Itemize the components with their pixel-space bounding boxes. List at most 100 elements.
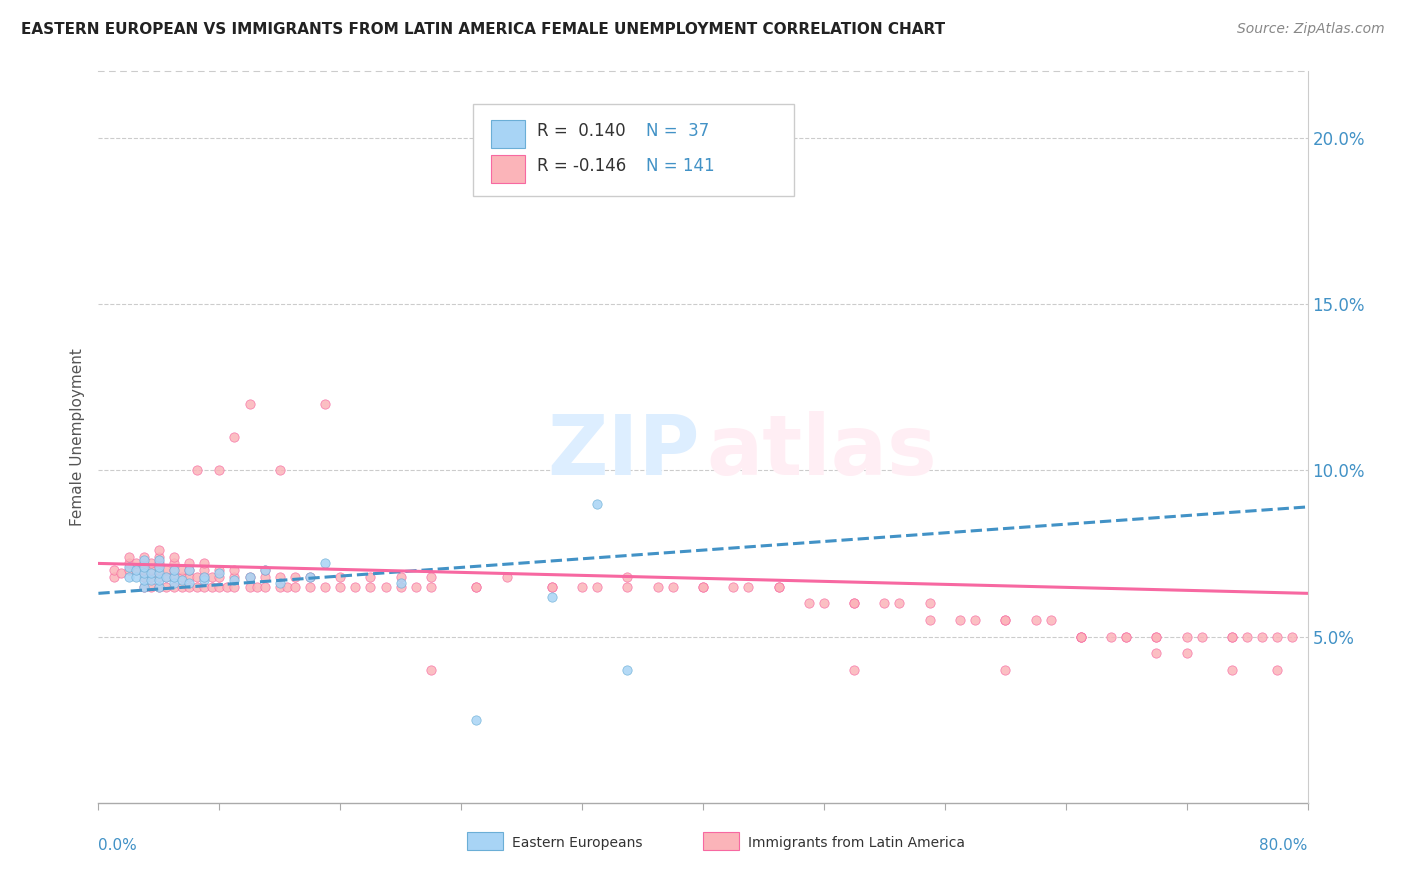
Point	[208, 563, 231, 577]
Point	[540, 580, 562, 594]
Point	[253, 570, 276, 584]
Point	[148, 563, 170, 577]
Point	[141, 573, 163, 587]
Text: R =  0.140: R = 0.140	[537, 122, 626, 140]
Point	[269, 570, 291, 584]
Point	[1070, 630, 1092, 644]
Point	[1144, 630, 1167, 644]
Point	[179, 563, 201, 577]
Point	[155, 563, 177, 577]
Point	[269, 580, 291, 594]
Point	[647, 580, 669, 594]
Point	[465, 580, 488, 594]
Point	[141, 563, 163, 577]
Point	[692, 580, 714, 594]
Point	[163, 563, 186, 577]
Point	[155, 580, 177, 594]
Point	[239, 580, 262, 594]
Point	[844, 663, 866, 677]
Point	[170, 570, 193, 584]
Point	[201, 580, 224, 594]
Point	[1220, 630, 1243, 644]
Point	[314, 580, 336, 594]
Point	[844, 596, 866, 610]
Point	[132, 563, 155, 577]
Text: N = 141: N = 141	[647, 157, 714, 175]
Point	[132, 553, 155, 567]
Point	[1070, 630, 1092, 644]
Point	[994, 663, 1017, 677]
Point	[889, 596, 911, 610]
Point	[253, 563, 276, 577]
Point	[1024, 613, 1046, 627]
Point	[1251, 630, 1274, 644]
Text: EASTERN EUROPEAN VS IMMIGRANTS FROM LATIN AMERICA FEMALE UNEMPLOYMENT CORRELATIO: EASTERN EUROPEAN VS IMMIGRANTS FROM LATI…	[21, 22, 945, 37]
Point	[329, 570, 352, 584]
Point	[994, 613, 1017, 627]
Point	[540, 590, 562, 604]
Point	[201, 570, 224, 584]
Point	[1039, 613, 1062, 627]
Point	[1115, 630, 1137, 644]
Point	[420, 580, 443, 594]
Point	[148, 570, 170, 584]
Y-axis label: Female Unemployment: Female Unemployment	[69, 348, 84, 526]
Point	[224, 563, 246, 577]
Point	[1267, 630, 1289, 644]
Point	[1099, 630, 1122, 644]
Point	[132, 566, 155, 581]
Point	[125, 557, 148, 571]
Point	[465, 580, 488, 594]
Point	[389, 570, 412, 584]
Point	[1220, 663, 1243, 677]
Point	[132, 580, 155, 594]
Point	[420, 570, 443, 584]
Point	[616, 570, 638, 584]
Point	[918, 613, 941, 627]
Point	[1175, 646, 1198, 660]
Point	[148, 543, 170, 558]
Point	[1220, 630, 1243, 644]
Text: ZIP: ZIP	[547, 411, 699, 492]
Point	[360, 580, 382, 594]
Point	[224, 570, 246, 584]
Point	[586, 497, 609, 511]
Point	[208, 580, 231, 594]
Point	[299, 570, 322, 584]
Point	[155, 570, 177, 584]
Point	[1236, 630, 1258, 644]
Point	[118, 563, 141, 577]
Point	[208, 570, 231, 584]
Point	[125, 563, 148, 577]
Point	[179, 570, 201, 584]
Bar	[467, 832, 503, 850]
Point	[405, 580, 427, 594]
Point	[141, 566, 163, 581]
Point	[193, 557, 215, 571]
Point	[170, 563, 193, 577]
Point	[163, 563, 186, 577]
Point	[141, 580, 163, 594]
Point	[1144, 630, 1167, 644]
Point	[179, 576, 201, 591]
Point	[239, 397, 262, 411]
Point	[1144, 646, 1167, 660]
Point	[148, 580, 170, 594]
Point	[132, 557, 155, 571]
Point	[299, 580, 322, 594]
Point	[110, 566, 132, 581]
Point	[540, 580, 562, 594]
Point	[193, 570, 215, 584]
Point	[163, 549, 186, 564]
Point	[224, 573, 246, 587]
Text: Eastern Europeans: Eastern Europeans	[512, 836, 643, 850]
Point	[1175, 630, 1198, 644]
Point	[193, 573, 215, 587]
Point	[661, 580, 683, 594]
Point	[141, 570, 163, 584]
Point	[253, 563, 276, 577]
Point	[239, 570, 262, 584]
Point	[246, 580, 269, 594]
Point	[844, 596, 866, 610]
Text: N =  37: N = 37	[647, 122, 710, 140]
